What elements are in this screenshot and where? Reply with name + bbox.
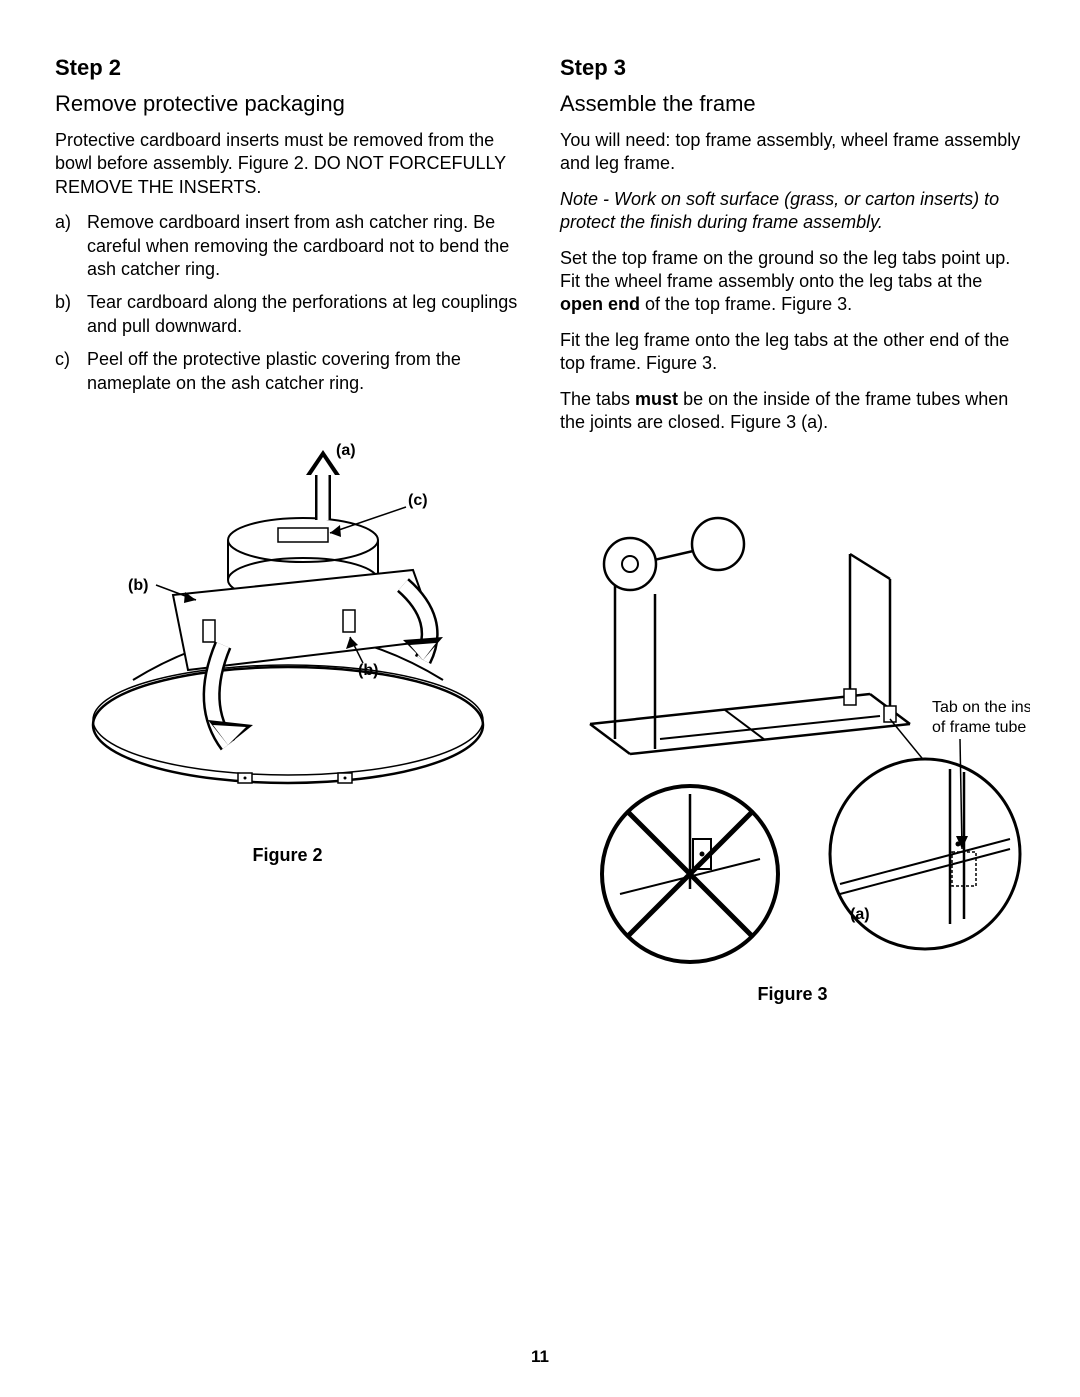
figure-2-caption: Figure 2 (55, 845, 520, 866)
step-3-subheading: Assemble the frame (560, 91, 1025, 117)
step-3-heading: Step 3 (560, 55, 1025, 81)
fig3-callout-line2: of frame tube (932, 719, 1026, 736)
fig2-label-c: (c) (408, 492, 428, 509)
step-3-p1: You will need: top frame assembly, wheel… (560, 129, 1025, 176)
step-3-p3: Fit the leg frame onto the leg tabs at t… (560, 329, 1025, 376)
list-text: Remove cardboard insert from ash catcher… (87, 212, 509, 279)
figure-3: Tab on the inside of frame tube (a) Figu… (560, 494, 1025, 1005)
step-2-list: a) Remove cardboard insert from ash catc… (55, 211, 520, 395)
fig2-label-a: (a) (336, 442, 356, 459)
step-2-column: Step 2 Remove protective packaging Prote… (55, 55, 520, 1005)
list-marker: c) (55, 348, 70, 371)
text-span: Set the top frame on the ground so the l… (560, 248, 1010, 291)
list-item: b) Tear cardboard along the perforations… (55, 291, 520, 338)
figure-2: (a) (c) (b) (b) Figure 2 (55, 425, 520, 866)
step-2-heading: Step 2 (55, 55, 520, 81)
step-3-p2: Set the top frame on the ground so the l… (560, 247, 1025, 317)
list-marker: b) (55, 291, 71, 314)
list-text: Peel off the protective plastic covering… (87, 349, 461, 392)
text-bold: must (635, 389, 678, 409)
text-bold: open end (560, 294, 640, 314)
step-3-p4: The tabs must be on the inside of the fr… (560, 388, 1025, 435)
fig3-callout-line1: Tab on the inside (932, 699, 1030, 716)
list-text: Tear cardboard along the perforations at… (87, 292, 517, 335)
step-2-subheading: Remove protective packaging (55, 91, 520, 117)
step-3-column: Step 3 Assemble the frame You will need:… (560, 55, 1025, 1005)
text-span: The tabs (560, 389, 635, 409)
figure-3-caption: Figure 3 (560, 984, 1025, 1005)
figure-3-illustration: Tab on the inside of frame tube (a) (560, 494, 1030, 974)
step-3-note: Note - Work on soft surface (grass, or c… (560, 188, 1025, 235)
fig2-label-b-left: (b) (128, 577, 148, 594)
list-item: a) Remove cardboard insert from ash catc… (55, 211, 520, 281)
step-2-intro: Protective cardboard inserts must be rem… (55, 129, 520, 199)
text-span: of the top frame. Figure 3. (640, 294, 852, 314)
fig2-label-b-bottom: (b) (358, 662, 378, 679)
list-marker: a) (55, 211, 71, 234)
page-number: 11 (0, 1347, 1080, 1367)
figure-2-illustration: (a) (c) (b) (b) (78, 425, 498, 835)
fig3-label-a: (a) (850, 906, 870, 923)
list-item: c) Peel off the protective plastic cover… (55, 348, 520, 395)
